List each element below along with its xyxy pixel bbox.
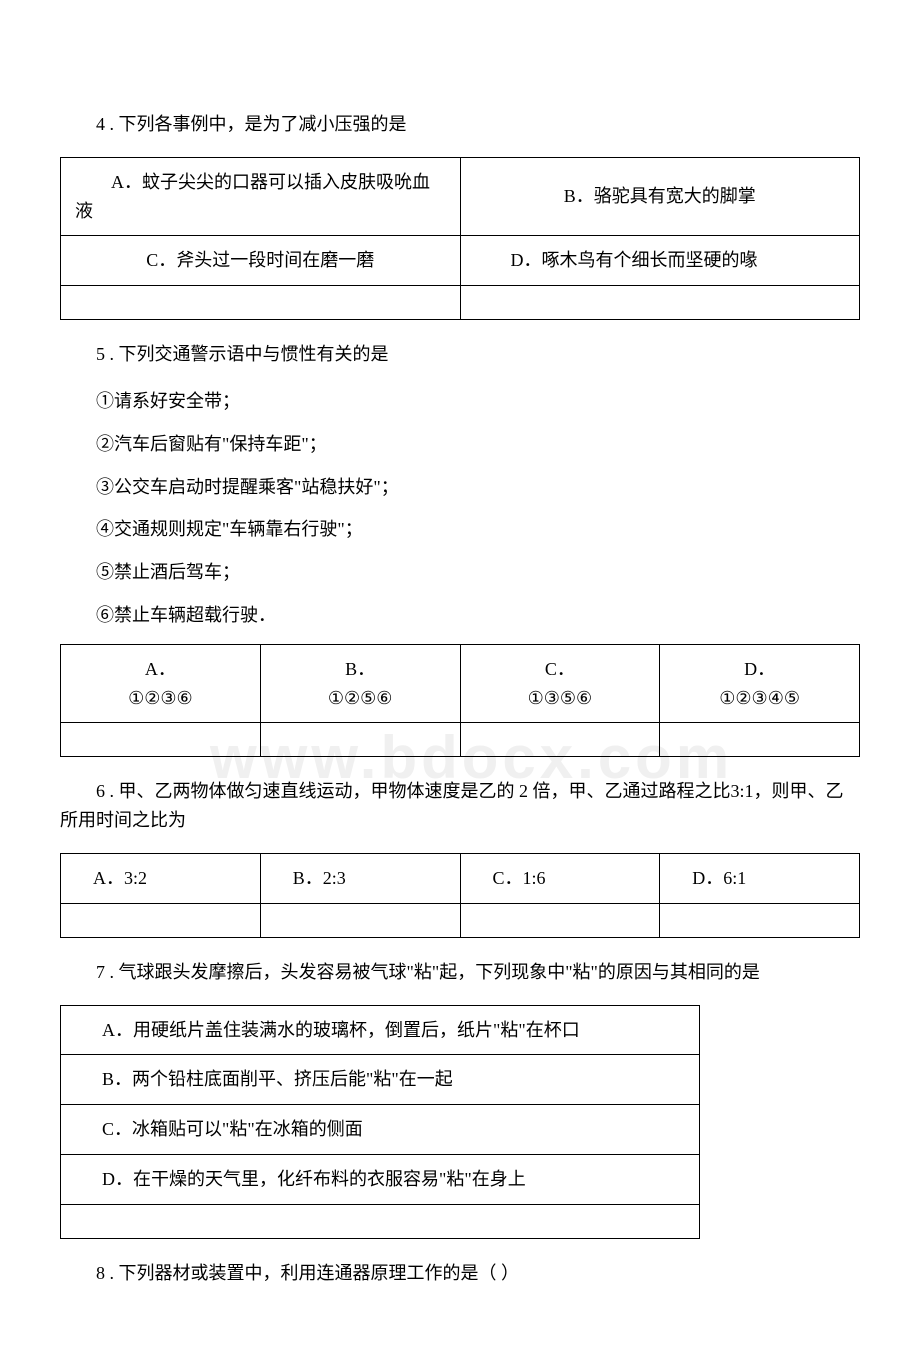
q6-option-d: D．6:1 [660,853,860,903]
q4-option-a: A．蚊子尖尖的口器可以插入皮肤吸吮血液 [61,157,461,236]
q5-option-d: D．①②③④⑤ [660,644,860,723]
q5-option-b: B．①②⑤⑥ [260,644,460,723]
blank-cell [260,903,460,937]
blank-cell [660,723,860,757]
blank-cell [61,1204,700,1238]
q6-options-table: A．3:2 B．2:3 C．1:6 D．6:1 [60,853,860,938]
q6-option-c: C．1:6 [460,853,660,903]
q5-item-3: ③公交车启动时提醒乘客"站稳扶好"； [60,473,860,502]
blank-cell [460,903,660,937]
q4-prompt: 4 . 下列各事例中，是为了减小压强的是 [60,110,860,139]
q5-item-5: ⑤禁止酒后驾车； [60,558,860,587]
q7-option-c: C．冰箱贴可以"粘"在冰箱的侧面 [61,1105,700,1155]
q5-prompt: 5 . 下列交通警示语中与惯性有关的是 [60,340,860,369]
q5-options-table: A．①②③⑥ B．①②⑤⑥ C．①③⑤⑥ D．①②③④⑤ [60,644,860,758]
q6-option-a: A．3:2 [61,853,261,903]
blank-cell [660,903,860,937]
q5-item-4: ④交通规则规定"车辆靠右行驶"； [60,515,860,544]
q7-prompt: 7 . 气球跟头发摩擦后，头发容易被气球"粘"起，下列现象中"粘"的原因与其相同… [60,958,860,987]
q4-option-c: C．斧头过一段时间在磨一磨 [61,236,461,286]
blank-cell [460,723,660,757]
q7-option-a: A．用硬纸片盖住装满水的玻璃杯，倒置后，纸片"粘"在杯口 [61,1005,700,1055]
q7-option-d: D．在干燥的天气里，化纤布料的衣服容易"粘"在身上 [61,1154,700,1204]
blank-cell [260,723,460,757]
q6-prompt: 6 . 甲、乙两物体做匀速直线运动，甲物体速度是乙的 2 倍，甲、乙通过路程之比… [60,777,860,835]
q6-option-b: B．2:3 [260,853,460,903]
q5-item-6: ⑥禁止车辆超载行驶． [60,601,860,630]
q5-item-2: ②汽车后窗贴有"保持车距"； [60,430,860,459]
q4-options-table: A．蚊子尖尖的口器可以插入皮肤吸吮血液 B．骆驼具有宽大的脚掌 C．斧头过一段时… [60,157,860,320]
q7-option-b: B．两个铅柱底面削平、挤压后能"粘"在一起 [61,1055,700,1105]
q7-options-table: A．用硬纸片盖住装满水的玻璃杯，倒置后，纸片"粘"在杯口 B．两个铅柱底面削平、… [60,1005,700,1239]
blank-cell [61,723,261,757]
q8-prompt: 8 . 下列器材或装置中，利用连通器原理工作的是（ ） [60,1259,860,1288]
q5-option-c: C．①③⑤⑥ [460,644,660,723]
blank-cell [61,286,461,320]
blank-cell [460,286,860,320]
q4-option-b: B．骆驼具有宽大的脚掌 [460,157,860,236]
q5-option-a: A．①②③⑥ [61,644,261,723]
q5-item-1: ①请系好安全带； [60,387,860,416]
blank-cell [61,903,261,937]
q4-option-d: D．啄木鸟有个细长而坚硬的喙 [460,236,860,286]
